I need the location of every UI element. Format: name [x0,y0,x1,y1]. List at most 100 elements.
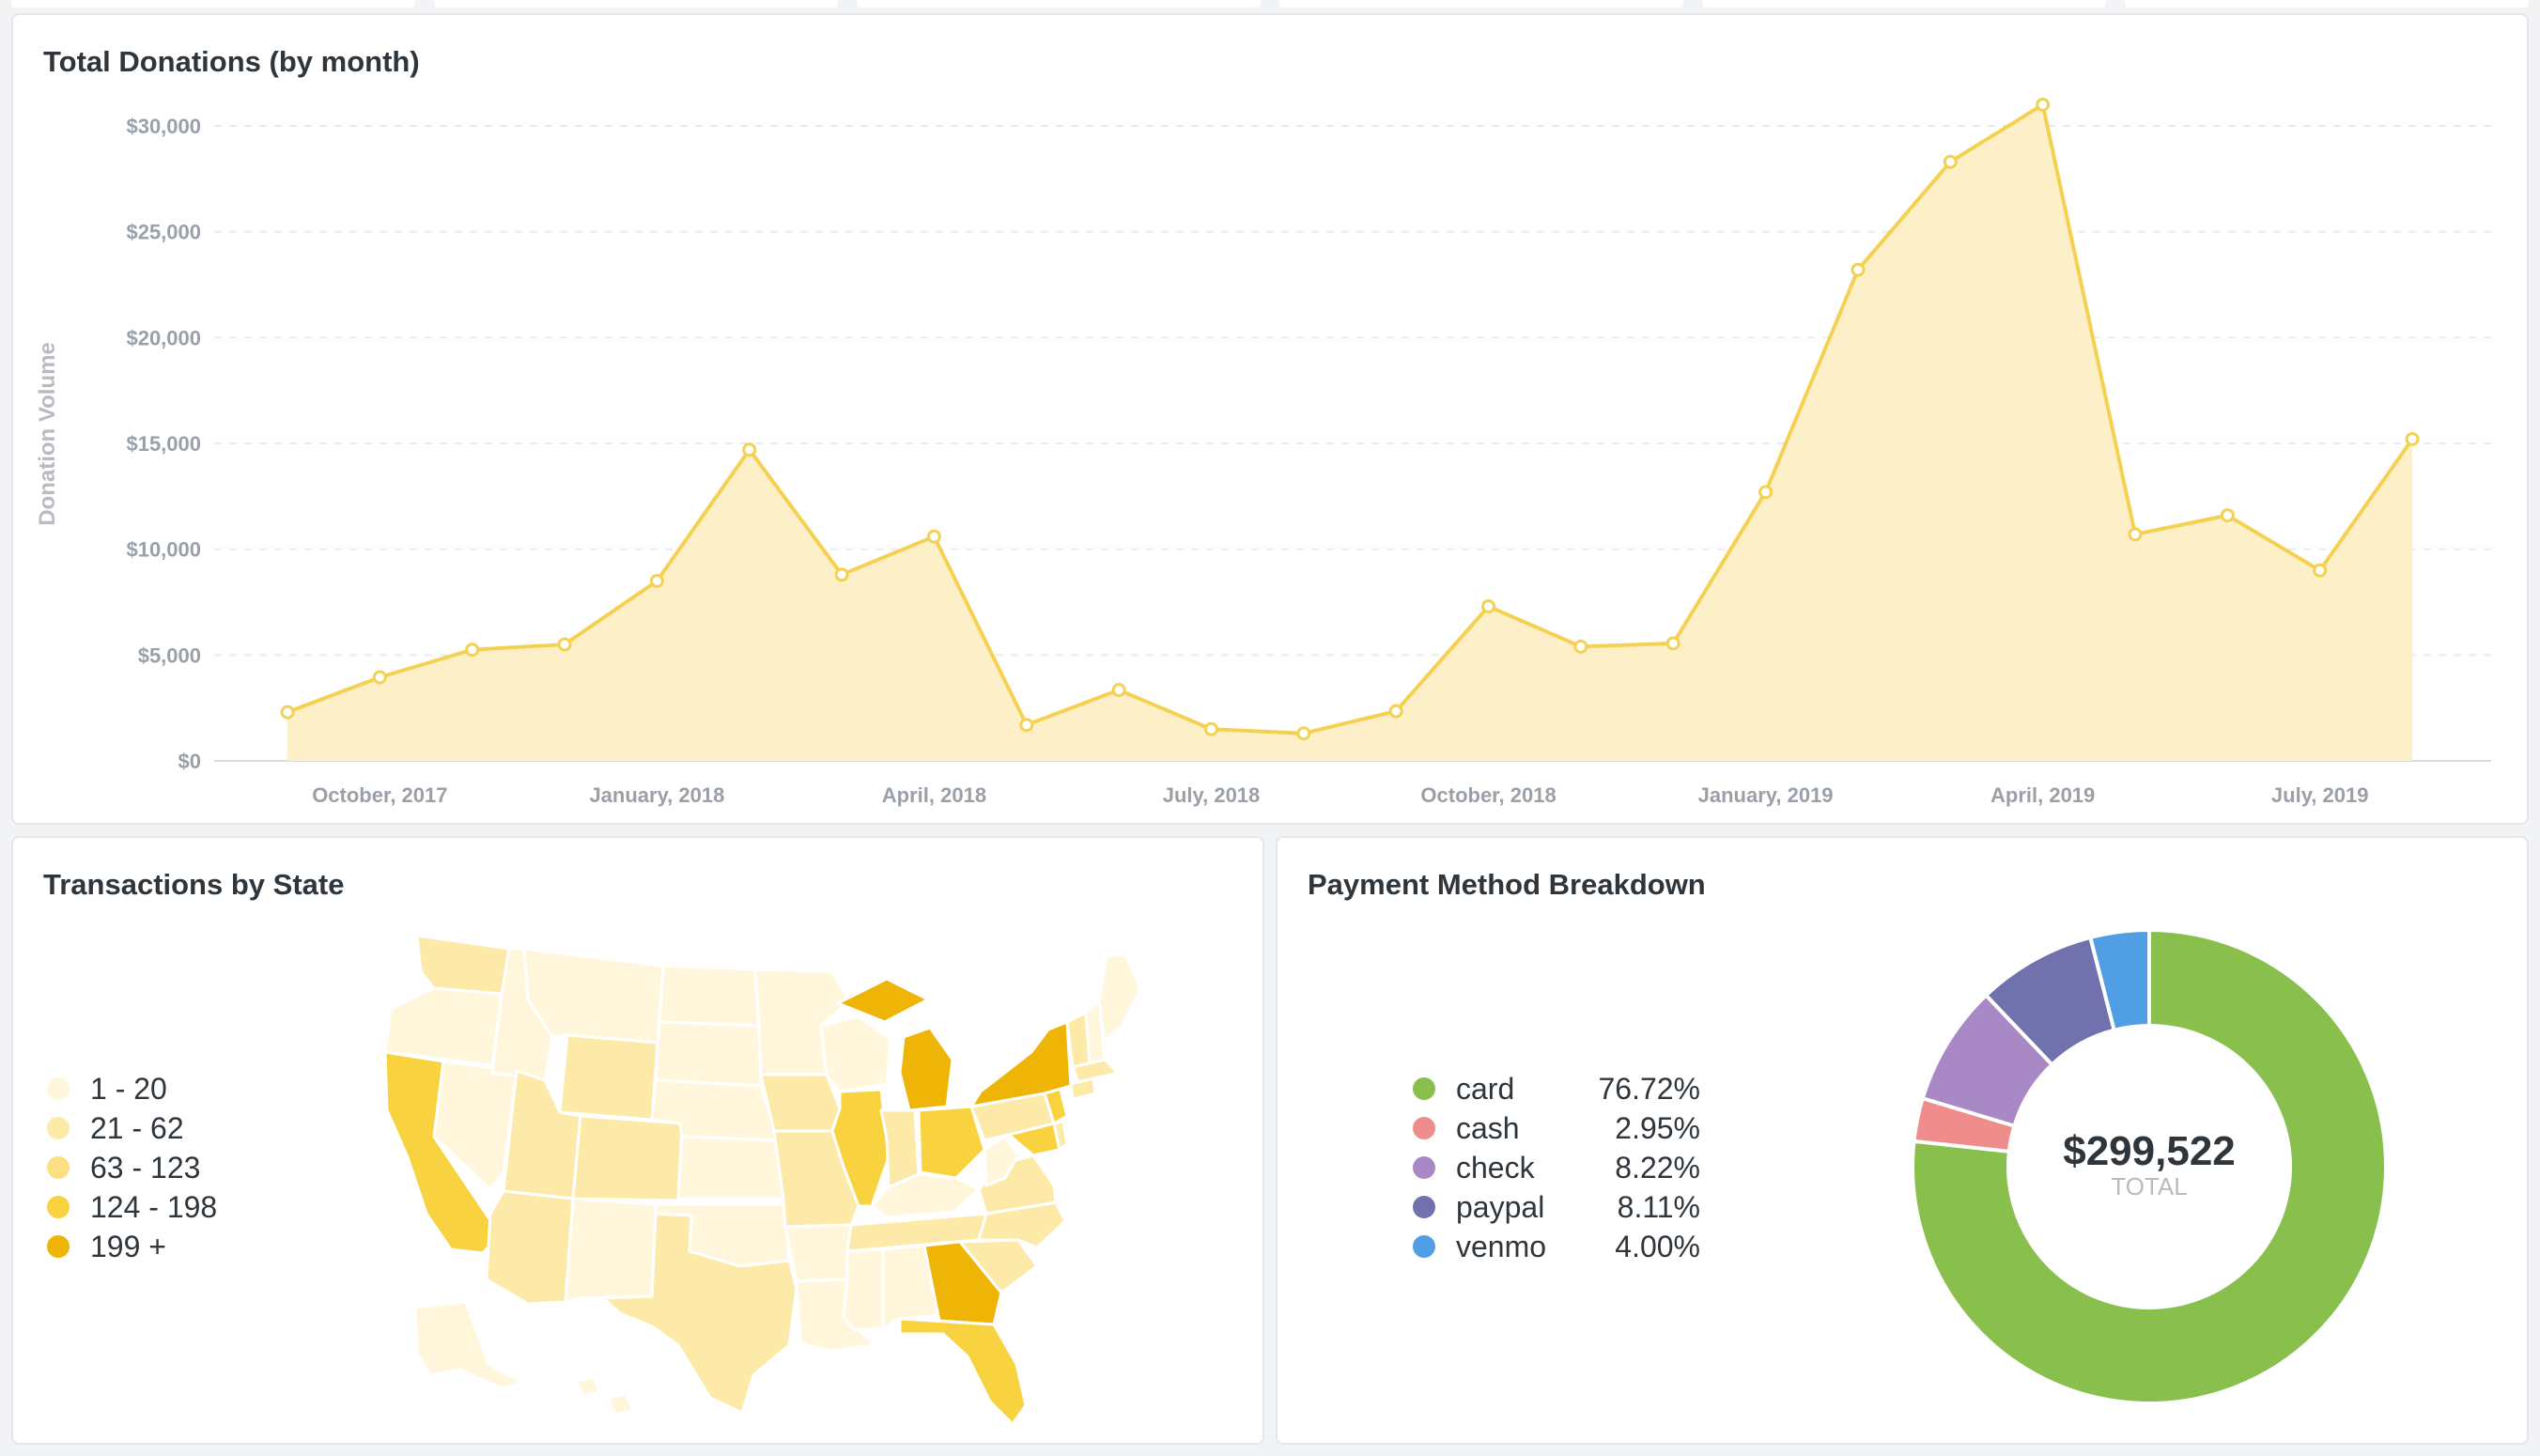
card-strip [11,0,415,8]
donut-total-label: TOTAL [2111,1172,2187,1200]
state-massachusetts [1071,1058,1120,1084]
data-point[interactable] [1019,718,1034,733]
payment-legend-item[interactable]: card 76.72% [1413,1069,1700,1108]
data-point[interactable] [557,637,572,652]
states-title[interactable]: Transactions by State [43,868,345,901]
state-legend-item[interactable]: 1 - 20 [47,1069,217,1108]
state-legend-label: 124 - 198 [90,1189,218,1224]
data-point[interactable] [1851,262,1866,277]
donut-slice-venmo[interactable] [2087,927,2151,1033]
legend-dot-icon [1413,1117,1435,1139]
x-tick-label: January, 2018 [589,783,724,807]
x-tick-label: April, 2018 [882,783,986,807]
x-tick-label: October, 2018 [1420,783,1556,807]
state-connecticut [1069,1077,1097,1101]
state-ohio [917,1105,986,1180]
legend-dot-icon [47,1077,70,1100]
state-iowa [759,1073,842,1133]
x-tick-label: January, 2019 [1698,783,1834,807]
donut-slice-card[interactable] [1911,927,2388,1405]
y-tick-label: $0 [178,750,201,773]
x-tick-label: July, 2019 [2271,783,2369,807]
payments-card[interactable]: Payment Method Breakdown card 76.72% cash 2… [1276,836,2529,1445]
data-point[interactable] [742,442,757,457]
legend-dot-icon [47,1117,70,1139]
payment-donut-chart[interactable]: $299,522 TOTAL [1278,838,2529,1445]
data-point[interactable] [465,643,480,658]
data-point[interactable] [1943,154,1958,169]
state-kentucky [870,1172,981,1219]
us-map[interactable] [13,838,1264,1445]
state-legend-item[interactable]: 124 - 198 [47,1187,217,1227]
state-legend-label: 199 + [90,1229,166,1263]
payment-legend-item[interactable]: venmo 4.00% [1413,1227,1700,1266]
state-michigan-upper [836,977,930,1024]
states-card[interactable]: Transactions by State 1 - 20 21 - 62 63 - … [11,836,1264,1445]
legend-dot-icon [1413,1077,1435,1100]
state-arizona [485,1189,575,1306]
state-legend-label: 63 - 123 [90,1150,201,1185]
data-point[interactable] [1111,683,1126,698]
state-texas [601,1212,798,1415]
state-new-mexico [564,1197,658,1304]
data-point[interactable] [1204,721,1218,736]
legend-dot-icon [1413,1196,1435,1218]
data-point[interactable] [2405,431,2420,446]
y-tick-label: $5,000 [138,643,201,667]
card-strip [2125,0,2529,8]
payment-legend-label: card [1456,1071,1515,1106]
donations-card[interactable]: Total Donations (by month) $0 $5,000 $10,0… [11,13,2529,825]
state-wyoming [558,1033,659,1122]
y-axis-label: Donation Volume [35,342,60,526]
x-tick-label: October, 2017 [312,783,447,807]
legend-dot-icon [47,1235,70,1258]
data-point[interactable] [1665,636,1680,651]
data-point[interactable] [2128,527,2143,542]
state-north-dakota [658,964,761,1028]
data-point[interactable] [372,670,387,685]
data-point[interactable] [1573,639,1588,654]
state-mississippi [842,1247,885,1332]
state-michigan [898,1026,954,1112]
payment-legend-item[interactable]: cash 2.95% [1413,1108,1700,1148]
data-point[interactable] [926,529,941,544]
data-point[interactable] [280,705,295,720]
state-legend-item[interactable]: 21 - 62 [47,1108,217,1148]
data-point[interactable] [1758,485,1773,500]
state-legend: 1 - 20 21 - 62 63 - 123 124 - 198 199 + [47,1069,217,1266]
donations-title[interactable]: Total Donations (by month) [43,45,420,78]
donations-area [287,104,2413,761]
state-colorado [571,1114,684,1202]
payment-legend-label: venmo [1456,1229,1547,1263]
card-strip [857,0,1261,8]
state-legend-item[interactable]: 199 + [47,1227,217,1266]
donations-line-chart[interactable]: $0 $5,000 $10,000 $15,000 $20,000 $25,000 $30,… [13,15,2527,823]
payment-legend-label: cash [1456,1110,1520,1145]
state-legend-item[interactable]: 63 - 123 [47,1148,217,1187]
payment-legend-percent: 8.22% [1615,1150,1700,1185]
data-point[interactable] [2036,97,2051,112]
state-hawaii-2 [607,1392,635,1417]
data-point[interactable] [2313,563,2328,578]
payment-legend-item[interactable]: paypal 8.11% [1413,1187,1700,1227]
y-tick-label: $30,000 [126,115,201,138]
data-point[interactable] [2220,508,2235,523]
payment-legend-item[interactable]: check 8.22% [1413,1148,1700,1187]
data-point[interactable] [649,573,664,588]
data-point[interactable] [1296,726,1311,741]
data-point[interactable] [1481,599,1496,614]
state-florida [898,1317,1028,1426]
data-point[interactable] [1388,704,1403,719]
data-point[interactable] [834,567,849,582]
state-alaska [413,1300,524,1390]
y-tick-label: $20,000 [126,326,201,349]
payments-title[interactable]: Payment Method Breakdown [1308,868,1706,901]
state-georgia [922,1240,1003,1326]
card-strip [1702,0,2106,8]
state-maine [1097,953,1142,1043]
state-hawaii [575,1375,601,1398]
payment-legend-label: paypal [1456,1189,1545,1224]
state-west-virginia [983,1135,1020,1187]
state-legend-label: 1 - 20 [90,1071,167,1106]
card-strip [434,0,838,8]
